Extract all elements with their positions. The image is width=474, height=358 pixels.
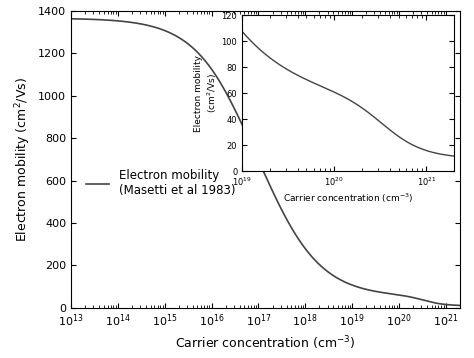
Legend: Electron mobility
(Masetti et al 1983): Electron mobility (Masetti et al 1983) [81, 164, 240, 202]
Y-axis label: Electron mobility (cm$^2$/Vs): Electron mobility (cm$^2$/Vs) [13, 77, 33, 242]
X-axis label: Carrier concentration (cm$^{-3}$): Carrier concentration (cm$^{-3}$) [175, 335, 356, 353]
